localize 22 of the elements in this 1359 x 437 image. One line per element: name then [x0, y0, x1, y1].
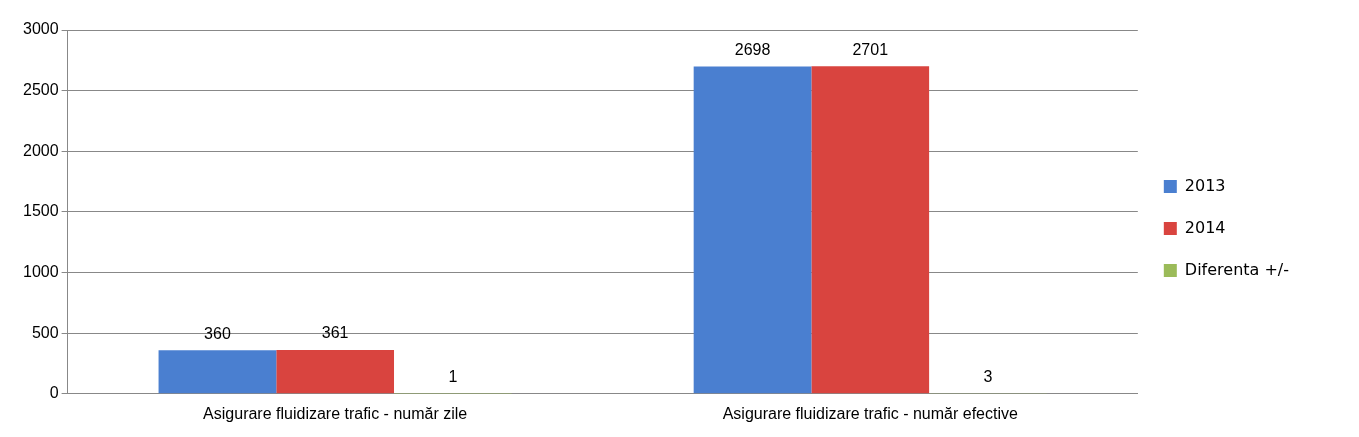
bar — [158, 350, 277, 394]
bar — [693, 66, 812, 394]
y-tick-label: 2500 — [23, 81, 59, 99]
x-tick-label: Asigurare fluidizare trafic - număr zile — [203, 404, 468, 422]
legend-label: 2014 — [1184, 217, 1226, 237]
y-tick-label: 1000 — [23, 262, 59, 280]
x-tick-label: Asigurare fluidizare trafic - număr efective — [722, 404, 1018, 422]
legend-label: 2013 — [1184, 175, 1226, 195]
data-label: 1 — [448, 368, 458, 386]
data-label: 361 — [321, 324, 349, 342]
data-label: 3 — [983, 367, 993, 385]
data-label: 2698 — [734, 41, 771, 59]
y-tick-label: 500 — [31, 323, 59, 341]
bar — [811, 66, 930, 394]
data-label: 360 — [204, 324, 231, 342]
y-tick-label: 2000 — [23, 141, 59, 159]
y-tick-label: 1500 — [23, 202, 59, 220]
y-tick-label: 0 — [49, 384, 59, 402]
bar — [276, 350, 395, 394]
y-tick-label: 3000 — [23, 20, 59, 38]
legend-label: Diferenta +/- — [1184, 259, 1289, 279]
data-label: 2701 — [852, 40, 889, 58]
